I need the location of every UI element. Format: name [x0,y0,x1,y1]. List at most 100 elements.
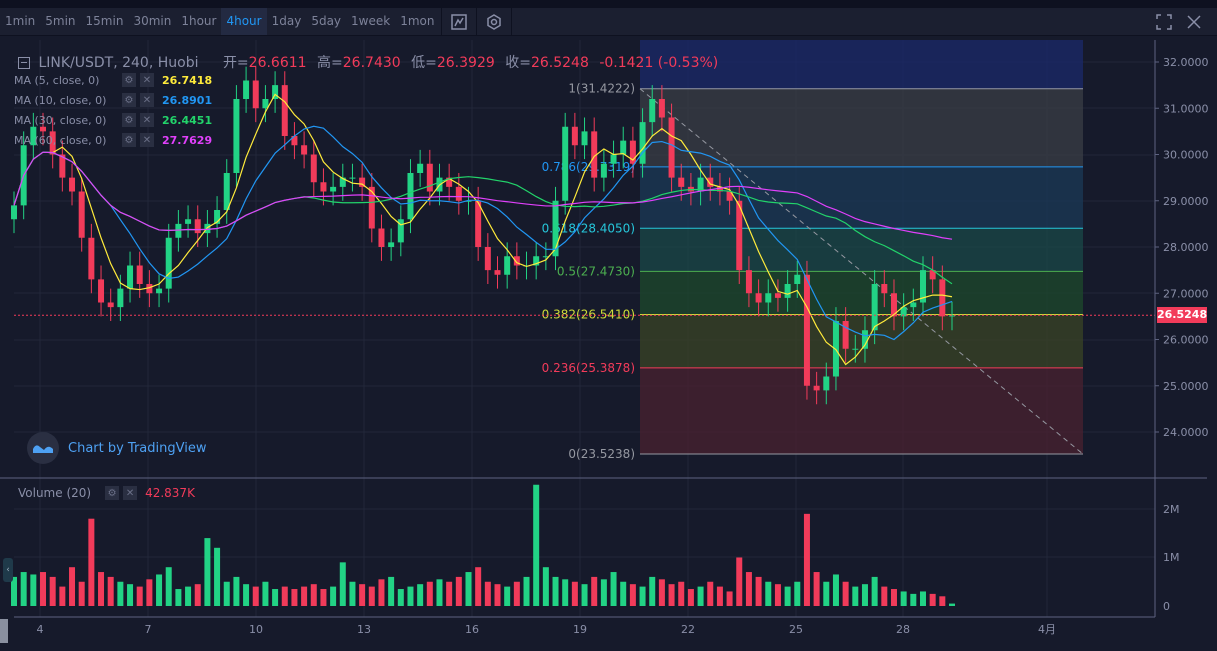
candle [252,80,259,109]
volume-label: Volume (20) [18,486,92,500]
candle [745,270,752,294]
fib-level-label: 0(23.5238) [568,447,635,461]
candle [88,237,95,280]
scroll-handle[interactable] [0,619,8,643]
timeframe-1min[interactable]: 1min [5,14,36,28]
close-icon[interactable]: ✕ [140,73,154,87]
volume-bar [552,576,559,606]
volume-bar [475,567,482,606]
candle [755,293,762,303]
volume-tick-label: 1M [1163,551,1180,564]
volume-bar [20,572,27,606]
volume-bar [494,584,501,606]
volume-bar [223,581,230,606]
candle [127,265,134,289]
candle [397,219,404,243]
timeframe-4hour[interactable]: 4hour [221,8,267,35]
volume-bar [272,589,279,606]
price-tick-label: 27.0000 [1163,287,1209,300]
gear-icon[interactable]: ⚙ [122,133,136,147]
volume-bar [832,574,839,606]
time-tick-label: 7 [145,623,152,636]
candle [571,126,578,146]
gear-icon[interactable]: ⚙ [122,93,136,107]
price-tick-label: 26.0000 [1163,334,1209,347]
open-label: 开= [222,55,249,71]
volume-bar [301,586,308,606]
volume-bar [687,589,694,606]
close-icon[interactable]: ✕ [140,133,154,147]
volume-bar [513,581,520,606]
candle [852,348,859,350]
price-tick-label: 31.0000 [1163,102,1209,115]
close-icon[interactable]: ✕ [123,486,138,500]
close-icon[interactable]: ✕ [140,113,154,127]
volume-bar [600,579,607,606]
fib-band [640,367,1083,455]
close-icon[interactable] [1179,8,1209,35]
volume-bar [890,589,897,606]
volume-bar [678,581,685,606]
candle [388,242,395,247]
timeframe-5day[interactable]: 5day [311,14,342,28]
gear-icon[interactable]: ⚙ [122,113,136,127]
candle [842,321,849,349]
volume-bar [156,574,163,606]
volume-bar [426,581,433,606]
volume-bar [69,567,76,606]
indicator-icon[interactable] [444,8,474,35]
timeframe-30min[interactable]: 30min [133,14,172,28]
volume-bar [320,589,327,606]
volume-bar [591,576,598,606]
volume-bar [88,518,95,606]
tradingview-watermark[interactable]: Chart by TradingView [27,432,206,464]
collapse-icon[interactable] [18,57,30,69]
divider [511,8,513,35]
candle [803,274,810,386]
timeframe-15min[interactable]: 15min [85,14,124,28]
candle [649,99,656,123]
candle [600,163,607,178]
volume-bar [658,579,665,606]
close-icon[interactable]: ✕ [140,93,154,107]
candle [49,131,56,155]
timeframe-1day[interactable]: 1day [271,14,302,28]
time-tick-label: 4 [37,623,44,636]
volume-bar [397,589,404,606]
volume-bar [59,586,66,606]
volume-bar [175,589,182,606]
candle [552,200,559,257]
fib-band [640,228,1083,272]
collapse-sidebar-button[interactable]: ‹ [3,558,13,582]
candle [774,293,781,298]
volume-bar [484,581,491,606]
fullscreen-icon[interactable] [1149,8,1179,35]
volume-bar [774,584,781,606]
volume-bar [388,576,395,606]
gear-icon[interactable]: ⚙ [122,73,136,87]
candle [59,154,66,178]
timeframe-1mon[interactable]: 1mon [400,14,435,28]
volume-bar [581,584,588,606]
close-label: 收= [505,55,531,71]
symbol-legend: LINK/USDT, 240, Huobi 开=26.6611 高=26.743… [18,52,718,72]
candle [78,191,85,238]
fib-band [640,314,1083,368]
candle [11,205,17,220]
candle [349,177,356,179]
volume-bar [629,584,636,606]
time-tick-label: 16 [465,623,479,636]
gear-icon[interactable]: ⚙ [105,486,120,500]
timeframe-5min[interactable]: 5min [45,14,76,28]
timeframe-1week[interactable]: 1week [351,14,391,28]
volume-bar [339,562,346,606]
candle [919,270,926,303]
timeframe-1hour[interactable]: 1hour [181,14,217,28]
candle [610,154,617,164]
settings-hex-icon[interactable] [479,8,509,35]
candle [291,136,298,146]
candle [455,186,462,201]
volume-bar [939,596,946,606]
candle [716,186,723,192]
